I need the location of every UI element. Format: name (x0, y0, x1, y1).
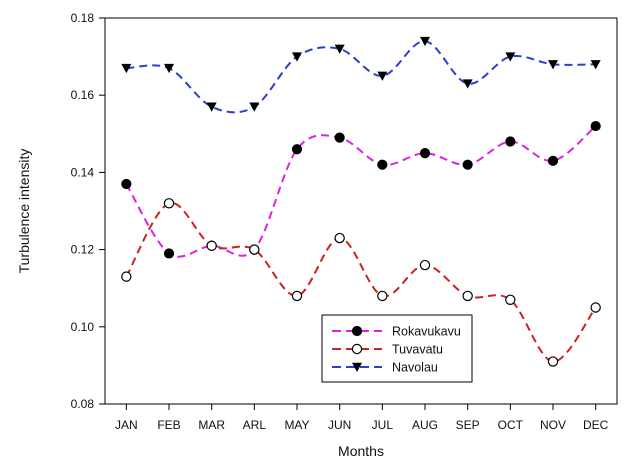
data-point (334, 132, 345, 143)
data-point (291, 290, 303, 302)
data-point (249, 244, 260, 255)
series-line (126, 40, 596, 114)
y-tick-label: 0.14 (71, 165, 95, 179)
legend-entry: Rokavukavu (332, 325, 461, 339)
data-point (163, 198, 175, 209)
data-point (291, 144, 303, 155)
data-point (206, 240, 217, 251)
y-tick-label: 0.10 (71, 320, 95, 334)
series-tuvavatu (121, 198, 601, 367)
legend-marker (351, 325, 363, 337)
y-tick-label: 0.08 (71, 397, 95, 411)
data-point (505, 136, 516, 147)
plot-area: 0.08 0.10 0.12 0.14 0.16 0.18 JAN FEB MAR ARL MAY… (71, 11, 618, 432)
data-point (377, 290, 388, 302)
y-tick-label: 0.12 (71, 243, 95, 257)
legend-entry: Tuvavatu (332, 343, 443, 357)
data-point (377, 71, 388, 81)
plot-frame (104, 17, 618, 405)
data-point (419, 148, 431, 159)
data-point (590, 60, 601, 70)
data-point (206, 102, 217, 112)
y-tick-label: 0.16 (71, 88, 95, 102)
data-point (590, 120, 601, 132)
data-point (462, 79, 473, 89)
legend-marker (352, 362, 362, 372)
data-point (121, 63, 132, 74)
x-tick-label: FEB (157, 418, 180, 432)
y-axis-title: Turbulence intensity (16, 149, 32, 274)
data-point (163, 248, 175, 259)
data-point (590, 302, 601, 313)
data-point (249, 102, 260, 112)
x-tick-label: OCT (498, 418, 524, 432)
data-point (420, 36, 430, 47)
x-axis: JAN FEB MAR ARL MAY JUN JUL AUG SEP OCT NOV DEC (115, 404, 609, 432)
legend-box (321, 314, 473, 383)
y-tick-label: 0.18 (71, 11, 95, 25)
legend-label: Rokavukavu (392, 325, 461, 339)
x-tick-label: JUL (372, 418, 394, 432)
data-point (462, 290, 473, 302)
legend-marker (351, 343, 363, 355)
data-point (377, 159, 388, 170)
data-point (292, 52, 302, 62)
data-point (419, 259, 431, 271)
x-tick-label: JUN (328, 418, 351, 432)
x-tick-label: DEC (583, 418, 609, 432)
x-tick-label: ARL (243, 418, 267, 432)
x-tick-label: MAY (284, 418, 309, 432)
data-point (334, 232, 345, 244)
x-tick-label: JAN (115, 418, 138, 432)
data-point (547, 356, 559, 367)
series-rokavukavu (121, 120, 601, 259)
data-point (505, 52, 516, 62)
series-layer (121, 36, 601, 367)
data-point (164, 63, 174, 74)
x-tick-label: AUG (412, 418, 438, 432)
legend-label: Navolau (392, 361, 438, 375)
series-line (125, 202, 597, 363)
x-tick-label: SEP (456, 418, 480, 432)
y-axis: 0.08 0.10 0.12 0.14 0.16 0.18 (71, 11, 105, 411)
data-point (462, 159, 473, 170)
data-point (121, 178, 132, 190)
data-point (505, 294, 516, 305)
x-tick-label: MAR (198, 418, 225, 432)
series-line (125, 125, 597, 258)
legend-label: Tuvavatu (392, 343, 443, 357)
data-point (547, 155, 559, 166)
legend-entry: Navolau (332, 361, 438, 375)
data-point (334, 44, 345, 54)
x-tick-label: NOV (540, 418, 566, 432)
data-point (548, 60, 558, 70)
legend: Rokavukavu Tuvavatu Navolau (321, 314, 473, 383)
x-axis-title: Months (338, 443, 384, 459)
series-navolau (121, 36, 601, 114)
data-point (121, 271, 132, 282)
